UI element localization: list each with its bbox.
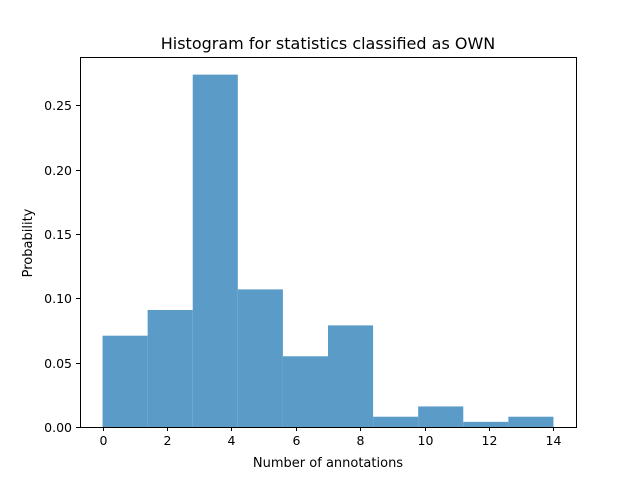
histogram-bar bbox=[328, 325, 374, 427]
bars-group bbox=[102, 74, 554, 427]
x-tick-label: 12 bbox=[482, 433, 498, 448]
y-tick-label: 0.10 bbox=[44, 291, 72, 306]
y-axis-label: Probability bbox=[21, 208, 36, 277]
histogram-bar bbox=[463, 421, 509, 427]
histogram-bar bbox=[237, 289, 283, 427]
histogram-bar bbox=[282, 356, 328, 427]
histogram-bar bbox=[418, 406, 464, 427]
y-tick-label: 0.20 bbox=[44, 163, 72, 178]
x-tick-label: 4 bbox=[228, 433, 236, 448]
x-ticks-group: 0 2 4 6 8 10 12 14 bbox=[100, 427, 562, 448]
y-ticks-group: 0.00 0.05 0.10 0.15 0.20 0.25 bbox=[44, 98, 80, 435]
histogram-bar bbox=[192, 74, 238, 427]
y-tick-label: 0.25 bbox=[44, 98, 72, 113]
x-tick-label: 14 bbox=[546, 433, 562, 448]
histogram-bar bbox=[102, 335, 148, 427]
histogram-bar bbox=[508, 416, 554, 427]
x-tick-label: 2 bbox=[164, 433, 172, 448]
histogram-bar bbox=[373, 416, 419, 427]
x-tick-label: 10 bbox=[418, 433, 434, 448]
y-tick-label: 0.15 bbox=[44, 227, 72, 242]
x-tick-label: 0 bbox=[100, 433, 108, 448]
histogram-bar bbox=[147, 309, 193, 427]
x-tick-label: 8 bbox=[357, 433, 365, 448]
plot-frame bbox=[80, 57, 577, 428]
x-tick-label: 6 bbox=[293, 433, 301, 448]
y-tick-label: 0.05 bbox=[44, 356, 72, 371]
y-tick-label: 0.00 bbox=[44, 420, 72, 435]
chart-title: Histogram for statistics classified as O… bbox=[161, 34, 496, 53]
x-axis-label: Number of annotations bbox=[253, 456, 403, 471]
